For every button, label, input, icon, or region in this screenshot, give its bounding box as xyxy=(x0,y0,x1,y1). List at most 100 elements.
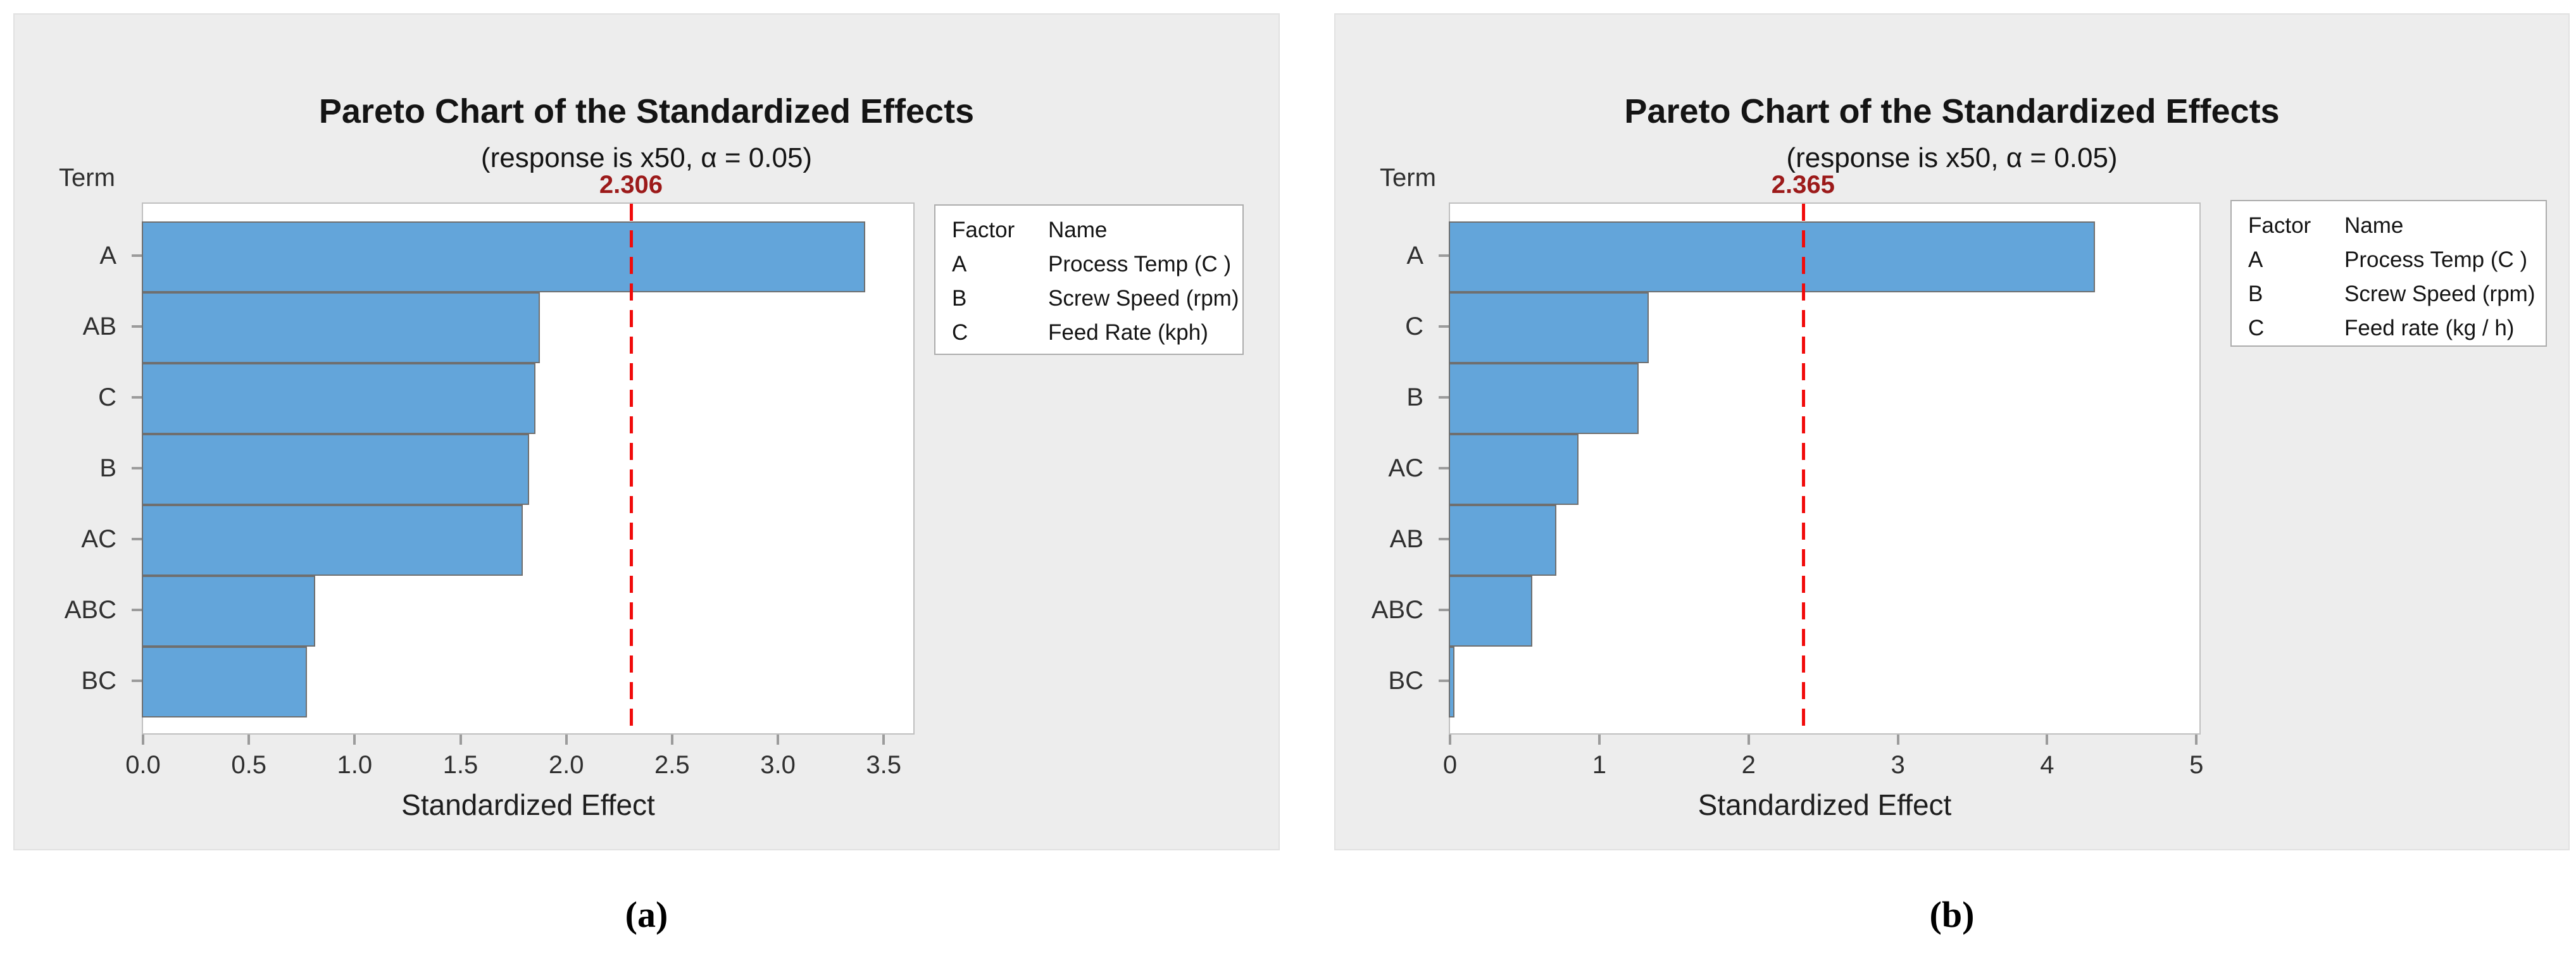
legend-row: A Process Temp (C ) xyxy=(952,247,1242,282)
legend-name: Feed Rate (kph) xyxy=(1048,320,1208,345)
x-axis-title: Standardized Effect xyxy=(1698,788,1952,821)
y-axis-tick xyxy=(1439,680,1449,682)
legend-factor: C xyxy=(2248,316,2265,340)
x-tick-label: 5 xyxy=(2189,751,2204,779)
x-axis-tick xyxy=(2046,735,2049,745)
legend-factor: B xyxy=(952,286,967,311)
x-tick-label: 3.5 xyxy=(866,751,901,779)
plot-area xyxy=(142,202,915,735)
term-label: ABC xyxy=(1371,596,1423,624)
x-tick-label: 1.0 xyxy=(337,751,373,779)
y-axis-tick xyxy=(1439,396,1449,399)
y-axis-title: Term xyxy=(59,164,115,192)
legend-factor: B xyxy=(2248,282,2263,306)
chart-subtitle: (response is x50, α = 0.05) xyxy=(480,142,813,173)
legend-name: Screw Speed (rpm) xyxy=(1048,286,1239,311)
bar-A xyxy=(142,221,866,292)
legend-name: Screw Speed (rpm) xyxy=(2344,282,2535,306)
bar-A xyxy=(1449,221,2096,292)
x-axis-tick xyxy=(1597,735,1601,745)
bar-AB xyxy=(142,292,540,363)
reference-line xyxy=(629,204,633,733)
x-axis-title: Standardized Effect xyxy=(401,788,655,821)
subfigure-caption-a: (a) xyxy=(625,894,668,935)
y-axis-tick xyxy=(132,680,142,682)
x-tick-label: 1 xyxy=(1592,751,1606,779)
x-axis-tick xyxy=(565,735,568,745)
x-axis-tick xyxy=(1449,735,1451,745)
x-axis-tick xyxy=(353,735,356,745)
x-axis-tick xyxy=(2195,735,2198,745)
term-label: C xyxy=(1405,313,1423,340)
x-tick-label: 1.5 xyxy=(442,751,478,779)
chart-title: Pareto Chart of the Standardized Effects xyxy=(1624,92,2280,130)
bar-BC xyxy=(1449,647,1455,717)
y-axis-title: Term xyxy=(1380,164,1436,192)
term-label: AC xyxy=(1388,454,1423,482)
y-axis-tick xyxy=(1439,254,1449,257)
bar-B xyxy=(142,434,529,505)
term-label: B xyxy=(99,454,116,482)
x-axis-tick xyxy=(1747,735,1750,745)
x-axis-tick xyxy=(882,735,885,745)
legend-header-name: Name xyxy=(1048,218,1108,242)
bar-C xyxy=(1449,292,1649,363)
y-axis-tick xyxy=(132,254,142,257)
bar-ABC xyxy=(1449,576,1533,647)
term-label: B xyxy=(1406,383,1423,411)
bar-AB xyxy=(1449,505,1556,576)
legend-row: A Process Temp (C ) xyxy=(2248,243,2546,277)
bar-AC xyxy=(142,505,523,576)
legend-row: C Feed Rate (kph) xyxy=(952,316,1242,350)
x-tick-label: 2.5 xyxy=(654,751,690,779)
bar-BC xyxy=(142,647,307,717)
pareto-chart-panel-b: Pareto Chart of the Standardized Effects… xyxy=(1334,13,2570,850)
factor-legend: Factor Name A Process Temp (C ) B Screw … xyxy=(2230,200,2547,347)
term-label: A xyxy=(99,242,116,270)
y-axis-tick xyxy=(132,467,142,469)
legend-row: B Screw Speed (rpm) xyxy=(2248,277,2546,311)
term-label: AB xyxy=(1389,525,1423,553)
x-tick-label: 4 xyxy=(2040,751,2054,779)
term-label: C xyxy=(98,383,116,411)
bar-C xyxy=(142,363,535,434)
term-label: BC xyxy=(81,667,116,695)
y-axis-tick xyxy=(132,609,142,611)
x-tick-label: 2 xyxy=(1741,751,1756,779)
legend-header-row: Factor Name xyxy=(952,213,1242,247)
bar-AC xyxy=(1449,434,1579,505)
legend-header-row: Factor Name xyxy=(2248,209,2546,243)
x-axis-tick xyxy=(459,735,462,745)
term-label: A xyxy=(1406,242,1423,270)
plot-area xyxy=(1449,202,2201,735)
legend-row: C Feed rate (kg / h) xyxy=(2248,311,2546,345)
x-tick-label: 0 xyxy=(1442,751,1458,779)
y-axis-tick xyxy=(1439,325,1449,328)
x-tick-label: 0.0 xyxy=(125,751,161,779)
x-tick-label: 0.5 xyxy=(231,751,266,779)
chart-title: Pareto Chart of the Standardized Effects xyxy=(318,92,975,130)
x-axis-tick xyxy=(1896,735,1899,745)
x-tick-label: 2.0 xyxy=(548,751,584,779)
x-tick-label: 3.0 xyxy=(760,751,796,779)
pareto-chart-panel-a: Pareto Chart of the Standardized Effects… xyxy=(13,13,1280,850)
y-axis-tick xyxy=(132,325,142,328)
legend-header-factor: Factor xyxy=(952,218,1015,242)
factor-legend: Factor Name A Process Temp (C ) B Screw … xyxy=(934,204,1244,355)
legend-header-factor: Factor xyxy=(2248,213,2311,238)
bar-B xyxy=(1449,363,1639,434)
subfigure-caption-b: (b) xyxy=(1929,894,1975,935)
reference-line-label: 2.306 xyxy=(599,171,663,199)
legend-factor: A xyxy=(2248,247,2263,272)
x-axis-tick xyxy=(670,735,673,745)
term-label: AB xyxy=(82,313,116,340)
x-axis-tick xyxy=(777,735,780,745)
y-axis-tick xyxy=(1439,609,1449,611)
legend-name: Feed rate (kg / h) xyxy=(2344,316,2515,340)
legend-header-name: Name xyxy=(2344,213,2404,238)
x-tick-label: 3 xyxy=(1891,751,1905,779)
x-axis-tick xyxy=(247,735,251,745)
legend-name: Process Temp (C ) xyxy=(1048,252,1232,276)
legend-factor: C xyxy=(952,320,968,345)
term-label: BC xyxy=(1388,667,1423,695)
